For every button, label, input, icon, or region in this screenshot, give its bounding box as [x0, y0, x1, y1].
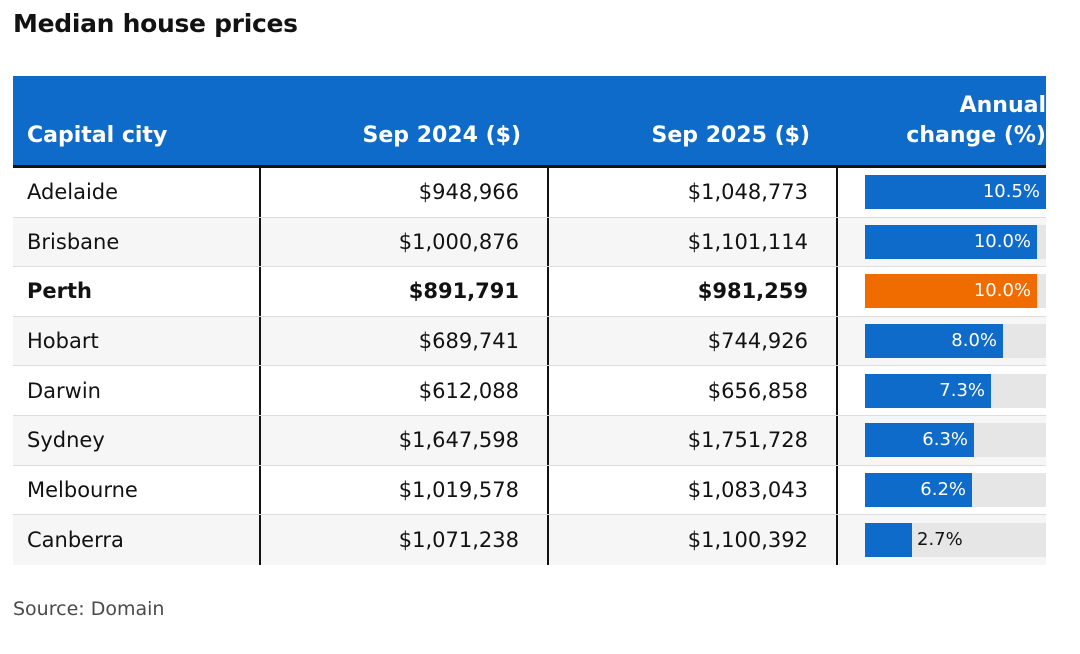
header-annual-change-line1: Annual [959, 93, 1046, 118]
change-bar-cell: 10.0% [838, 218, 1046, 267]
change-label: 8.0% [951, 330, 997, 352]
change-bar [865, 472, 972, 507]
change-bar [865, 324, 1003, 359]
change-label: 6.2% [920, 478, 966, 500]
change-bar-cell: 6.2% [838, 466, 1046, 515]
table-row-canberra: Canberra $1,071,238 $1,100,392 2.7% [13, 515, 1046, 565]
change-bar [865, 373, 991, 408]
change-label: 2.7% [917, 528, 963, 550]
table-row-brisbane: Brisbane $1,000,876 $1,101,114 10.0% [13, 217, 1046, 268]
price-sep-2025: $1,083,043 [549, 465, 838, 515]
price-sep-2024: $948,966 [261, 168, 549, 217]
city-name: Sydney [13, 415, 261, 465]
price-sep-2024: $1,647,598 [261, 415, 549, 465]
header-sep-2025: Sep 2025 ($) [651, 123, 810, 148]
city-name: Darwin [13, 366, 261, 415]
city-name: Perth [13, 267, 261, 316]
price-sep-2025: $656,858 [549, 366, 838, 415]
table-row-hobart: Hobart $689,741 $744,926 8.0% [13, 316, 1046, 367]
change-bar [865, 274, 1037, 309]
change-label: 10.5% [982, 181, 1040, 203]
header-annual-change-line2: change (%) [906, 123, 1046, 148]
price-sep-2024: $612,088 [261, 366, 549, 415]
header-annual-change: Annual change (%) [838, 76, 1046, 165]
change-bar-track: 10.0% [865, 274, 1046, 309]
change-bar-cell: 2.7% [838, 515, 1046, 565]
price-sep-2025: $1,101,114 [549, 217, 838, 267]
price-sep-2025: $1,100,392 [549, 515, 838, 565]
price-sep-2025: $981,259 [549, 267, 838, 316]
source-note: Source: Domain [13, 598, 165, 620]
price-sep-2024: $689,741 [261, 316, 549, 366]
change-label: 10.0% [973, 230, 1031, 252]
price-sep-2024: $1,071,238 [261, 515, 549, 565]
city-name: Adelaide [13, 168, 261, 217]
price-sep-2025: $744,926 [549, 316, 838, 366]
city-name: Brisbane [13, 217, 261, 267]
city-name: Hobart [13, 316, 261, 366]
change-bar-track: 2.7% [865, 522, 1046, 557]
table-row-melbourne: Melbourne $1,019,578 $1,083,043 6.2% [13, 465, 1046, 516]
change-bar-track: 8.0% [865, 324, 1046, 359]
price-sep-2025: $1,751,728 [549, 415, 838, 465]
change-label: 7.3% [939, 379, 985, 401]
table-row-adelaide: Adelaide $948,966 $1,048,773 10.5% [13, 168, 1046, 218]
change-bar-cell: 10.0% [838, 267, 1046, 316]
table-row-perth: Perth $891,791 $981,259 10.0% [13, 267, 1046, 317]
table-row-darwin: Darwin $612,088 $656,858 7.3% [13, 366, 1046, 416]
price-sep-2024: $1,019,578 [261, 465, 549, 515]
change-bar-cell: 6.3% [838, 416, 1046, 465]
table-header: Capital city Sep 2024 ($) Sep 2025 ($) A… [13, 76, 1046, 168]
change-bar [865, 522, 912, 557]
city-name: Melbourne [13, 465, 261, 515]
change-label: 10.0% [973, 280, 1031, 302]
change-bar-track: 10.5% [865, 175, 1046, 210]
change-bar-track: 7.3% [865, 373, 1046, 408]
price-sep-2024: $1,000,876 [261, 217, 549, 267]
change-label: 6.3% [922, 429, 968, 451]
change-bar-track: 6.3% [865, 423, 1046, 458]
change-bar [865, 423, 974, 458]
chart-title: Median house prices [13, 9, 298, 38]
table-body: Adelaide $948,966 $1,048,773 10.5% Brisbane $… [13, 168, 1046, 565]
change-bar-cell: 7.3% [838, 366, 1046, 415]
price-sep-2025: $1,048,773 [549, 168, 838, 217]
header-capital-city: Capital city [27, 123, 168, 148]
change-bar-track: 6.2% [865, 472, 1046, 507]
change-bar-cell: 8.0% [838, 317, 1046, 366]
change-bar [865, 175, 1046, 210]
header-sep-2024: Sep 2024 ($) [362, 123, 521, 148]
change-bar-cell: 10.5% [838, 168, 1046, 217]
table-row-sydney: Sydney $1,647,598 $1,751,728 6.3% [13, 415, 1046, 466]
city-name: Canberra [13, 515, 261, 565]
price-sep-2024: $891,791 [261, 267, 549, 316]
change-bar [865, 224, 1037, 259]
price-table: Capital city Sep 2024 ($) Sep 2025 ($) A… [13, 76, 1046, 565]
change-bar-track: 10.0% [865, 224, 1046, 259]
